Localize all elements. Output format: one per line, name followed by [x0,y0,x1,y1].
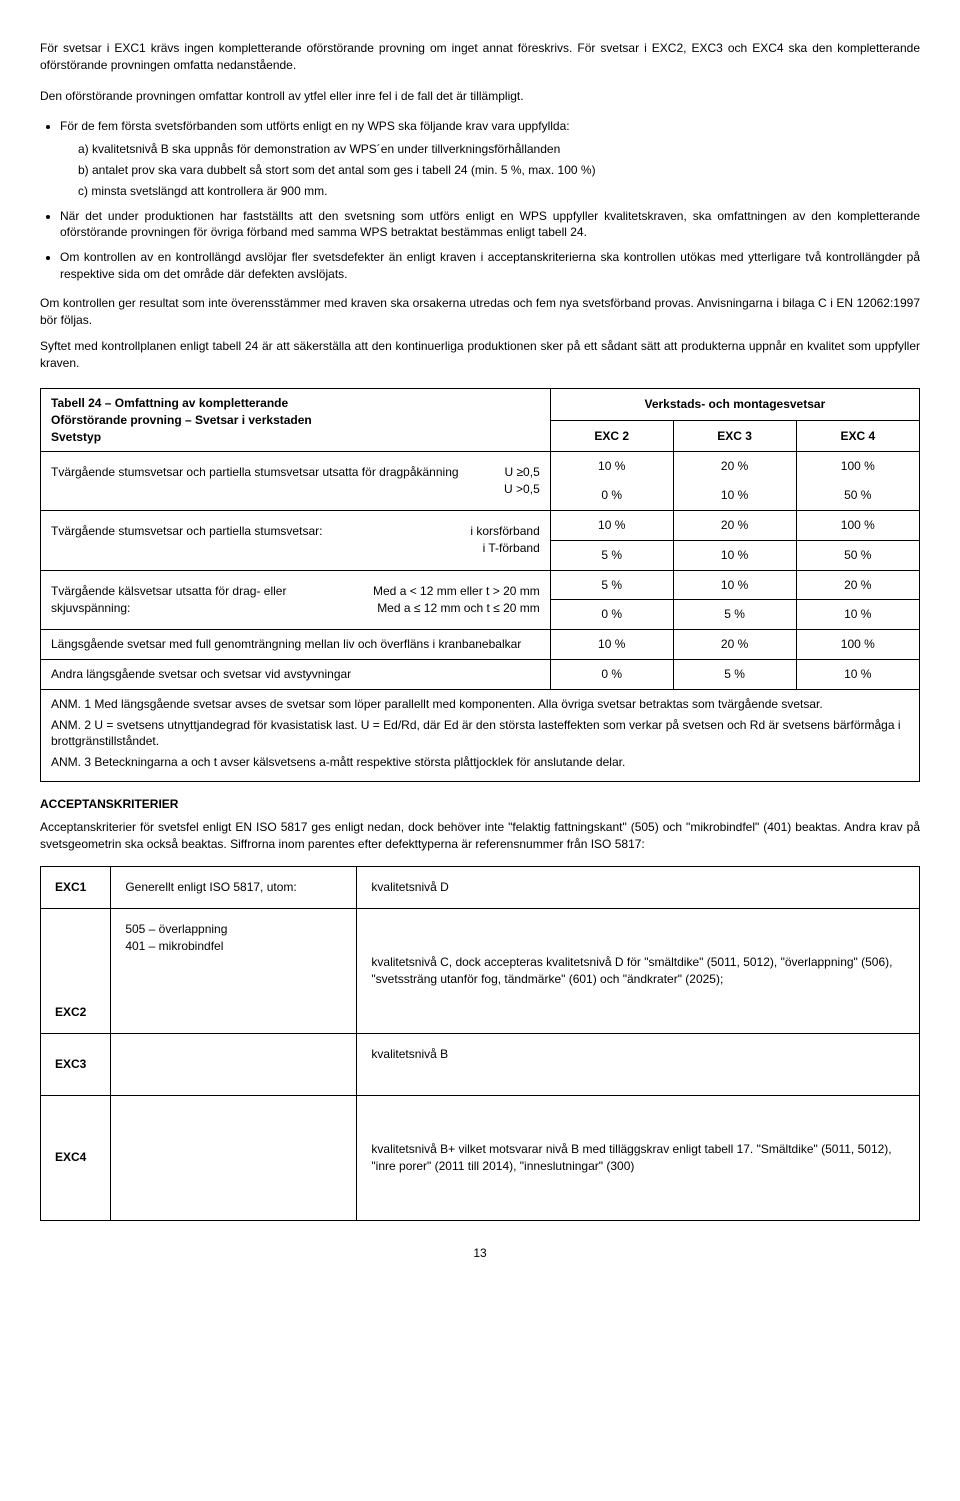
r3-v1: 5 % [550,570,673,600]
note1: ANM. 1 Med längsgående svetsar avses de … [51,696,909,713]
exc3-r: kvalitetsnivå B [357,1034,920,1096]
r5-v2: 5 % [673,659,796,689]
r2-left: Tvärgående stumsvetsar och partiella stu… [51,523,470,557]
exc3-l: EXC3 [41,1034,111,1096]
exc2-r: kvalitetsnivå C, dock accepteras kvalite… [357,909,920,1034]
r1-v1: 10 % [550,452,673,481]
r5-v1: 0 % [550,659,673,689]
r3-left: Tvärgående kälsvetsar utsatta för drag- … [51,583,373,617]
bullet-1: För de fem första svetsförbanden som utf… [60,118,920,199]
accept-heading: ACCEPTANSKRITERIER [40,796,920,813]
r1-left: Tvärgående stumsvetsar och partiella stu… [51,464,504,498]
bullet-2: När det under produktionen har fastställ… [60,208,920,242]
r1-right-b: U >0,5 [504,481,540,498]
exc1-r: kvalitetsnivå D [357,867,920,909]
r1-v2: 20 % [673,452,796,481]
bullet-3: Om kontrollen av en kontrollängd avslöja… [60,249,920,283]
r3b-v3: 10 % [796,600,919,630]
exc4-l: EXC4 [41,1095,111,1220]
accept-para: Acceptanskriterier för svetsfel enligt E… [40,819,920,853]
r1b-v3: 50 % [796,481,919,510]
intro-p3: Om kontrollen ger resultat som inte över… [40,295,920,329]
tbl-title-l3: Svetstyp [51,429,540,446]
r3-right-a: Med a < 12 mm eller t > 20 mm [373,583,540,600]
r2-v2: 20 % [673,510,796,540]
r3b-v1: 0 % [550,600,673,630]
r4-left: Längsgående svetsar med full genomträngn… [41,630,550,660]
sublist-a: a) kvalitetsnivå B ska uppnås för demons… [78,141,920,158]
r4-v2: 20 % [673,630,796,660]
bullet-list: För de fem första svetsförbanden som utf… [40,118,920,282]
sublist: a) kvalitetsnivå B ska uppnås för demons… [60,141,920,199]
tbl-header-right: Verkstads- och montagesvetsar [550,389,919,420]
accept-table: EXC1 Generellt enligt ISO 5817, utom: kv… [40,866,920,1221]
r2-v3: 100 % [796,510,919,540]
r3-v3: 20 % [796,570,919,600]
intro-p2: Den oförstörande provningen omfattar kon… [40,88,920,105]
exc1-m: Generellt enligt ISO 5817, utom: [111,867,357,909]
r1-right-a: U ≥0,5 [504,464,540,481]
page-number: 13 [40,1245,920,1262]
r2-right-a: i korsförband [470,523,539,540]
r2b-v1: 5 % [550,540,673,570]
r2b-v2: 10 % [673,540,796,570]
r3b-v2: 5 % [673,600,796,630]
tbl-col2: EXC 3 [673,420,796,452]
intro-p4: Syftet med kontrollplanen enligt tabell … [40,338,920,372]
r1-v3: 100 % [796,452,919,481]
exc2-m: 505 – överlappning 401 – mikrobindfel [111,909,357,1034]
r5-v3: 10 % [796,659,919,689]
tbl-col1: EXC 2 [550,420,673,452]
r2b-v3: 50 % [796,540,919,570]
tbl-col3: EXC 4 [796,420,919,452]
sublist-c: c) minsta svetslängd att kontrollera är … [78,183,920,200]
tbl-title-l1: Tabell 24 – Omfattning av kompletterande [51,395,540,412]
r2-v1: 10 % [550,510,673,540]
table24: Tabell 24 – Omfattning av kompletterande… [40,388,920,782]
r4-v3: 100 % [796,630,919,660]
r5-left: Andra längsgående svetsar och svetsar vi… [41,659,550,689]
note2: ANM. 2 U = svetsens utnyttjandegrad för … [51,717,909,751]
tbl-title-l2: Oförstörande provning – Svetsar i verkst… [51,412,540,429]
note3: ANM. 3 Beteckningarna a och t avser käls… [51,754,909,771]
exc4-r: kvalitetsnivå B+ vilket motsvarar nivå B… [357,1095,920,1220]
r3-v2: 10 % [673,570,796,600]
bullet-1-lead: För de fem första svetsförbanden som utf… [60,119,570,133]
r1b-v1: 0 % [550,481,673,510]
r2-right-b: i T-förband [470,540,539,557]
r3-right-b: Med a ≤ 12 mm och t ≤ 20 mm [373,600,540,617]
table-notes: ANM. 1 Med längsgående svetsar avses de … [41,689,919,781]
intro-p1: För svetsar i EXC1 krävs ingen komplette… [40,40,920,74]
exc1-l: EXC1 [41,867,111,909]
exc2-l: EXC2 [41,909,111,1034]
sublist-b: b) antalet prov ska vara dubbelt så stor… [78,162,920,179]
r4-v1: 10 % [550,630,673,660]
r1b-v2: 10 % [673,481,796,510]
